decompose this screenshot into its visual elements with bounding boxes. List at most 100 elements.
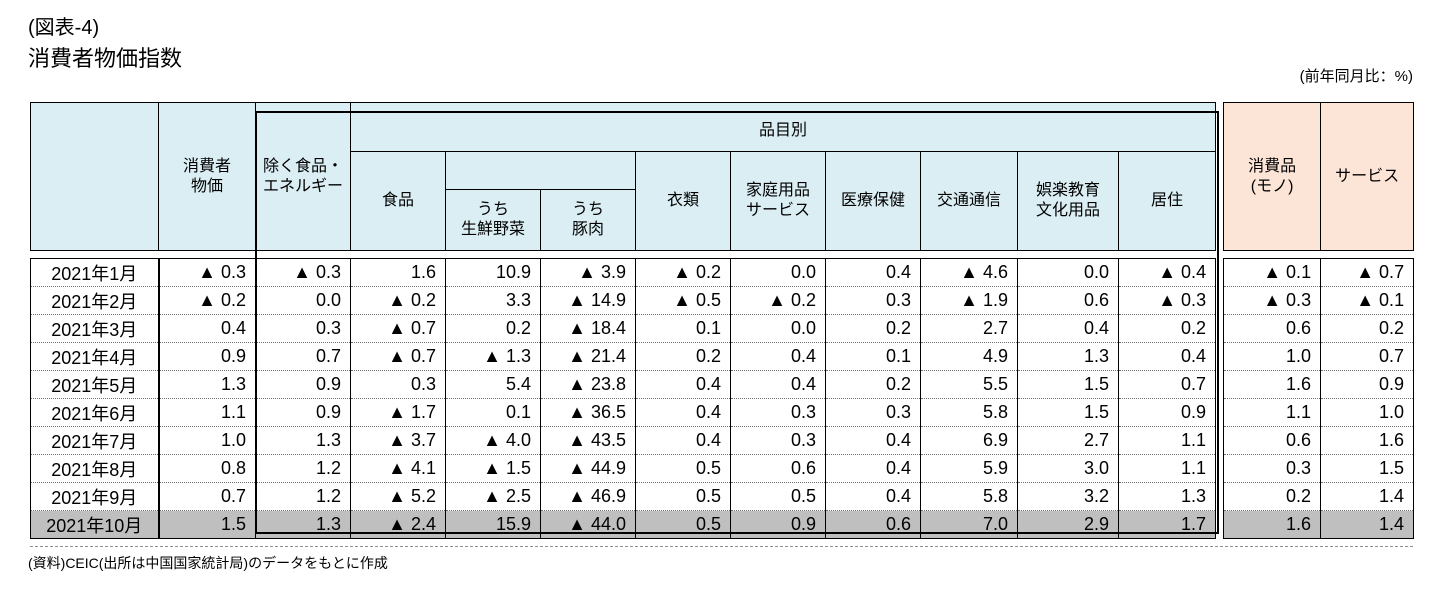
header-pork: うち 豚肉 <box>540 189 636 251</box>
value-cell: 1.0 <box>1223 342 1322 371</box>
value-cell: 1.4 <box>1320 510 1415 539</box>
value-cell: 0.3 <box>255 314 351 343</box>
value-cell: 0.2 <box>1117 314 1217 343</box>
value-cell: ▲ 0.1 <box>1223 258 1322 287</box>
value-cell: 0.2 <box>635 342 731 371</box>
value-cell: 1.1 <box>1223 398 1322 427</box>
column-gap <box>1215 398 1224 427</box>
row-date: 2021年8月 <box>30 454 160 483</box>
unit-note: (前年同月比：%) <box>1299 68 1413 85</box>
value-cell: 4.9 <box>920 342 1018 371</box>
table-row: 2021年10月 1.5 1.3 ▲ 2.4 15.9 ▲ 44.0 0.5 0.9 0.6 7.… <box>30 510 1415 539</box>
value-cell: 5.9 <box>920 454 1018 483</box>
row-date: 2021年2月 <box>30 286 160 315</box>
header-food: 食品 <box>350 151 446 251</box>
value-cell: 0.4 <box>635 398 731 427</box>
value-cell: 0.1 <box>445 398 541 427</box>
value-cell: 1.1 <box>1117 454 1217 483</box>
value-cell: ▲ 1.9 <box>920 286 1018 315</box>
value-cell: 0.1 <box>635 314 731 343</box>
value-cell: ▲ 43.5 <box>540 426 636 455</box>
value-cell: 0.3 <box>825 286 921 315</box>
value-cell: 1.2 <box>255 454 351 483</box>
row-date: 2021年7月 <box>30 426 160 455</box>
table-row: 2021年6月 1.1 0.9 ▲ 1.7 0.1 ▲ 36.5 0.4 0.3 0.3 5.8 1… <box>30 398 1415 427</box>
value-cell: 1.5 <box>1017 370 1119 399</box>
value-cell: 0.3 <box>350 370 446 399</box>
value-cell: 1.6 <box>1320 426 1415 455</box>
value-cell: ▲ 44.0 <box>540 510 636 539</box>
value-cell: ▲ 5.2 <box>350 482 446 511</box>
header-consumer-price: 消費者 物価 <box>158 102 256 251</box>
value-cell: 0.4 <box>825 258 921 287</box>
header-housing: 居住 <box>1117 151 1217 251</box>
value-cell: 0.4 <box>1017 314 1119 343</box>
table-row: 2021年5月 1.3 0.9 0.3 5.4 ▲ 23.8 0.4 0.4 0.2 5.5 1.5… <box>30 370 1415 399</box>
value-cell: 0.6 <box>825 510 921 539</box>
header-household-goods-services: 家庭用品 サービス <box>730 151 826 251</box>
value-cell: ▲ 0.1 <box>1320 286 1415 315</box>
value-cell: ▲ 4.6 <box>920 258 1018 287</box>
value-cell: 0.2 <box>1320 314 1415 343</box>
value-cell: ▲ 23.8 <box>540 370 636 399</box>
table-row: 2021年4月 0.9 0.7 ▲ 0.7 ▲ 1.3 ▲ 21.4 0.2 0.4 0.1 4.… <box>30 342 1415 371</box>
column-gap <box>1215 342 1224 371</box>
header-by-item: 品目別 <box>349 102 1217 152</box>
value-cell: ▲ 3.7 <box>350 426 446 455</box>
value-cell: ▲ 1.3 <box>445 342 541 371</box>
header-goods: 消費品 (モノ) <box>1223 102 1322 251</box>
value-cell: 1.1 <box>1117 426 1217 455</box>
value-cell: 0.5 <box>635 454 731 483</box>
value-cell: ▲ 0.3 <box>158 258 256 287</box>
value-cell: 0.1 <box>825 342 921 371</box>
value-cell: 5.4 <box>445 370 541 399</box>
row-date: 2021年10月 <box>30 510 160 539</box>
value-cell: 1.5 <box>158 510 256 539</box>
value-cell: 0.3 <box>825 398 921 427</box>
value-cell: 3.2 <box>1017 482 1119 511</box>
value-cell: 0.2 <box>445 314 541 343</box>
row-date: 2021年4月 <box>30 342 160 371</box>
value-cell: 1.4 <box>1320 482 1415 511</box>
value-cell: 5.8 <box>920 482 1018 511</box>
header-body-gap <box>30 250 1414 259</box>
value-cell: 10.9 <box>445 258 541 287</box>
value-cell: 0.7 <box>1117 370 1217 399</box>
value-cell: ▲ 46.9 <box>540 482 636 511</box>
value-cell: 2.9 <box>1017 510 1119 539</box>
value-cell: 0.6 <box>1223 426 1322 455</box>
value-cell: 0.0 <box>730 314 826 343</box>
value-cell: ▲ 0.7 <box>350 342 446 371</box>
value-cell: 0.9 <box>158 342 256 371</box>
value-cell: ▲ 0.3 <box>255 258 351 287</box>
column-gap <box>1215 426 1224 455</box>
column-gap <box>1215 454 1224 483</box>
value-cell: 0.3 <box>730 398 826 427</box>
column-gap <box>1215 510 1224 539</box>
value-cell: 0.2 <box>825 314 921 343</box>
value-cell: 0.9 <box>255 370 351 399</box>
value-cell: 1.3 <box>1117 482 1217 511</box>
value-cell: ▲ 0.7 <box>350 314 446 343</box>
value-cell: 0.7 <box>255 342 351 371</box>
value-cell: 1.6 <box>1223 510 1322 539</box>
value-cell: 0.0 <box>1017 258 1119 287</box>
value-cell: 0.5 <box>635 482 731 511</box>
value-cell: 0.4 <box>730 342 826 371</box>
cpi-table-wrap: 消費者 物価 除く食品・ エネルギー 品目別 消費品 (モノ) サービス 食品 … <box>30 102 1437 539</box>
value-cell: 0.4 <box>730 370 826 399</box>
value-cell: ▲ 0.3 <box>1117 286 1217 315</box>
value-cell: 0.4 <box>635 370 731 399</box>
value-cell: 0.6 <box>1223 314 1322 343</box>
value-cell: 5.5 <box>920 370 1018 399</box>
value-cell: 0.4 <box>158 314 256 343</box>
value-cell: 1.3 <box>255 426 351 455</box>
value-cell: ▲ 0.2 <box>158 286 256 315</box>
value-cell: 0.6 <box>1017 286 1119 315</box>
value-cell: 2.7 <box>920 314 1018 343</box>
value-cell: 0.6 <box>730 454 826 483</box>
value-cell: 1.5 <box>1017 398 1119 427</box>
value-cell: ▲ 1.7 <box>350 398 446 427</box>
figure-label: (図表-4) <box>28 17 100 39</box>
value-cell: 1.0 <box>1320 398 1415 427</box>
